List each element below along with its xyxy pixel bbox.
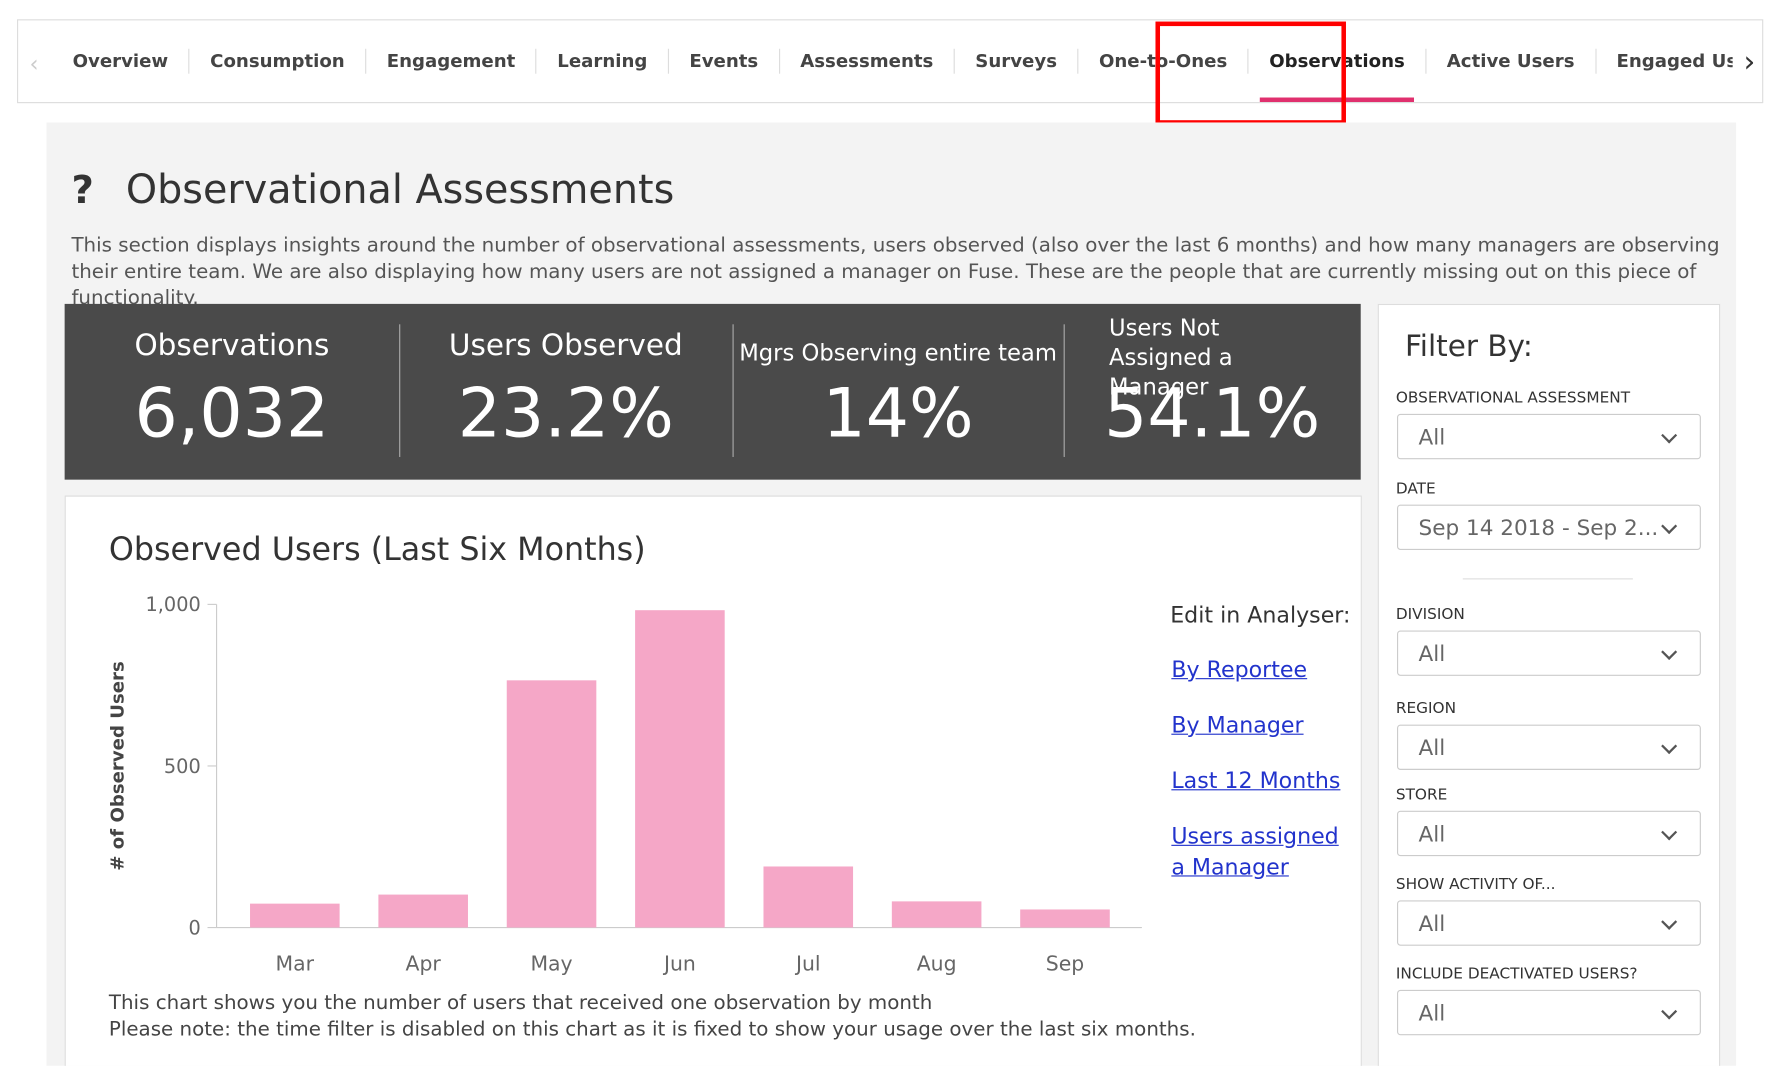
help-icon[interactable]: ?: [71, 167, 94, 214]
filter-label: STORE: [1395, 785, 1448, 804]
bar: [378, 894, 468, 928]
x-tick-label: Mar: [276, 952, 315, 976]
y-tick-label: 0: [188, 916, 200, 939]
x-tick-label: Jun: [662, 952, 696, 976]
bar: [250, 903, 340, 928]
filter-label: INCLUDE DEACTIVATED USERS?: [1395, 964, 1638, 984]
stat-tile: Mgrs Observing entire team 14%: [733, 304, 1064, 480]
x-tick-label: May: [530, 952, 572, 976]
scroll-left[interactable]: ‹: [29, 49, 39, 78]
tab[interactable]: Events: [669, 48, 780, 74]
scroll-right[interactable]: ›: [1743, 45, 1756, 80]
analyser-heading: Edit in Analyser:: [1170, 602, 1351, 629]
filter-label: SHOW ACTIVITY OF...: [1395, 875, 1556, 894]
link-row: By Manager: [1171, 711, 1341, 742]
filter-select[interactable]: All: [1397, 810, 1701, 857]
tab[interactable]: Engagement: [366, 48, 537, 74]
bar: [506, 680, 597, 928]
analyser-link[interactable]: Users assigned a Manager: [1171, 823, 1339, 880]
link-row: By Reportee: [1171, 655, 1341, 686]
tab[interactable]: Engaged Users Overview: [1596, 49, 1732, 74]
analyser-link[interactable]: Last 12 Months: [1171, 767, 1341, 794]
chart-card: Observed Users (Last Six Months) 0 500 1,0…: [64, 495, 1362, 1066]
filter-select[interactable]: All: [1397, 900, 1701, 946]
chart-note: This chart shows you the number of users…: [108, 992, 933, 1015]
tab[interactable]: Learning: [537, 48, 669, 74]
analyser-link[interactable]: By Reportee: [1171, 656, 1308, 683]
tab[interactable]: One-to-Ones: [1079, 48, 1249, 74]
stats-box: Observations 6,032 Users Observed 23.2% Mgrs…: [64, 303, 1361, 480]
highlight-box: [1155, 21, 1346, 125]
analyser-links: By Reportee By Manager Last 12 Months Users…: [1171, 655, 1341, 908]
y-tick-label: 1,000: [146, 593, 201, 616]
stat-label: Users Not Assigned a Manager: [1108, 314, 1233, 401]
filter-select[interactable]: Sep 14 2018 - Sep 2...: [1397, 504, 1701, 550]
bar: [635, 610, 725, 928]
content-panel: ? Observational Assessments This section…: [46, 122, 1737, 1066]
chart-notes: This chart shows you the number of users…: [109, 991, 1196, 1043]
link-row: Last 12 Months: [1171, 767, 1341, 798]
y-tick-label: 500: [164, 755, 201, 778]
stat-value: 14%: [822, 374, 974, 454]
stat-tile: Observations 6,032: [65, 304, 400, 480]
filter-card: Filter By: OBSERVATIONAL ASSESSMENT All DA…: [1377, 303, 1721, 1066]
bar: [763, 866, 854, 928]
stat-value: 54.1%: [1104, 374, 1321, 454]
tab[interactable]: Consumption: [190, 48, 367, 74]
stat-value: 6,032: [134, 374, 330, 454]
tab-row: Overview Consumption Engagement Learning Eve…: [52, 20, 1733, 103]
section-title: Observational Assessments: [125, 167, 675, 214]
stat-divider: [732, 324, 734, 457]
link-row: Users assigned a Manager: [1171, 822, 1341, 883]
filter-label: OBSERVATIONAL ASSESSMENT: [1395, 388, 1631, 408]
stat-tile: Users Not Assigned a Manager 54.1%: [1064, 304, 1361, 480]
chart: 0 500 1,000 # of Observed Users Mar Apr May Jun…: [108, 593, 1142, 976]
chart-note: Please note: the time filter is disabled…: [108, 1018, 1196, 1041]
stat-label: Users Observed: [448, 328, 683, 363]
stat-divider: [1063, 324, 1065, 457]
x-tick-label: Aug: [917, 952, 957, 976]
x-tick-label: Apr: [406, 952, 442, 976]
tab[interactable]: Assessments: [780, 48, 955, 74]
x-tick-label: Sep: [1046, 952, 1084, 976]
tab[interactable]: Observations: [1249, 48, 1427, 103]
stat-label: Mgrs Observing entire team: [739, 339, 1057, 367]
chart-title: Observed Users (Last Six Months): [108, 530, 646, 569]
tab-bar: ‹ Overview Consumption Engagement Learning E…: [17, 19, 1764, 104]
tab[interactable]: Overview: [52, 48, 190, 74]
x-tick-label: Jul: [794, 952, 821, 976]
filter-label: DATE: [1395, 479, 1436, 498]
stat-label: Observations: [134, 328, 330, 363]
y-axis-label: # of Observed Users: [108, 661, 129, 870]
stat-tile: Users Observed 23.2%: [399, 304, 732, 480]
filter-title: Filter By:: [1404, 329, 1533, 364]
bar: [1020, 909, 1110, 928]
filter-select[interactable]: All: [1397, 724, 1701, 770]
bar: [891, 901, 982, 928]
tab[interactable]: Active Users: [1426, 48, 1597, 74]
tab[interactable]: Surveys: [955, 48, 1079, 74]
section-description: This section displays insights around th…: [71, 234, 1720, 310]
filter-label: DIVISION: [1395, 605, 1465, 624]
filter-label: REGION: [1395, 699, 1457, 718]
filter-select[interactable]: All: [1397, 989, 1701, 1036]
filter-select[interactable]: All: [1397, 630, 1701, 676]
divider: [1462, 578, 1633, 580]
stat-value: 23.2%: [457, 374, 674, 454]
stat-divider: [399, 324, 401, 457]
analyser-link[interactable]: By Manager: [1171, 712, 1304, 739]
filter-select[interactable]: All: [1397, 413, 1701, 460]
